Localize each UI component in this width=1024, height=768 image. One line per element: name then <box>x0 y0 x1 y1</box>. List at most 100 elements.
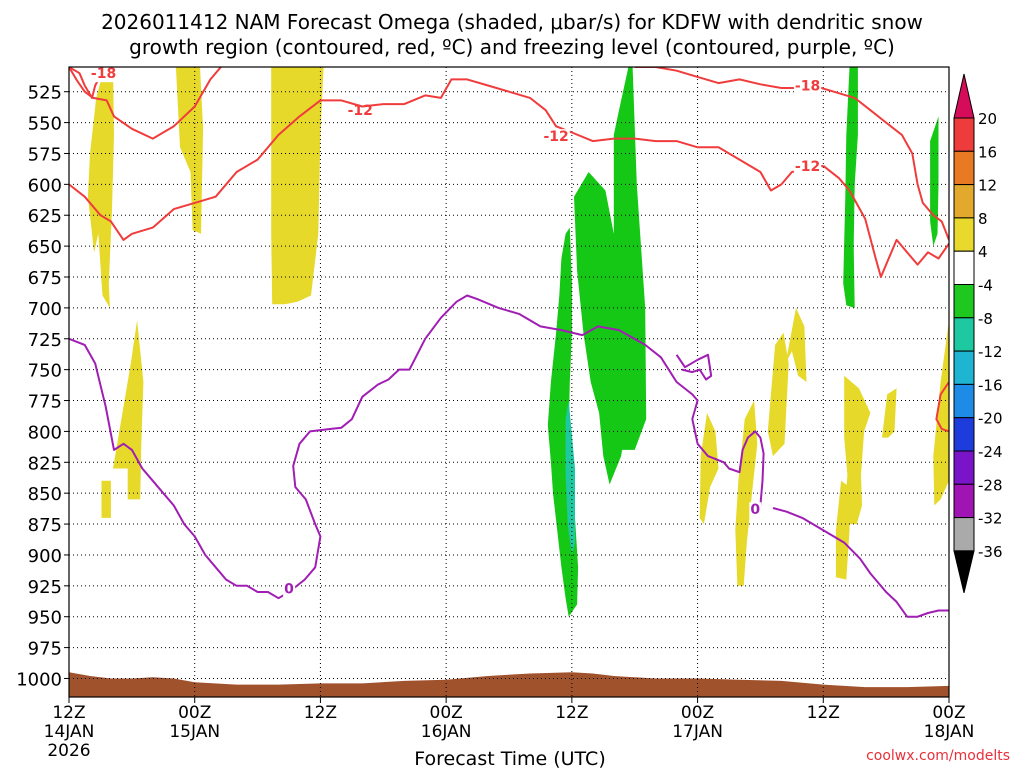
title-line-2: growth region (contoured, red, ºC) and f… <box>129 35 895 59</box>
x-tick-label: 12Z <box>304 703 337 723</box>
x-tick-label: 00Z <box>932 703 965 723</box>
contour-label-bg <box>749 502 762 519</box>
colorbar-segment <box>953 383 975 419</box>
ground-fill <box>69 672 949 697</box>
contour-label-bg <box>283 581 296 598</box>
contour-label: -12 <box>543 129 568 145</box>
omega-region-yellow <box>175 67 204 234</box>
colorbar-segment <box>953 517 975 552</box>
y-tick-label: 800 <box>28 422 62 443</box>
x-tick-label: 18JAN <box>924 722 975 742</box>
omega-region-yellow <box>785 307 807 382</box>
omega-region-yellow <box>699 412 719 525</box>
colorbar-label: 4 <box>978 243 988 261</box>
omega-region-yellow <box>835 480 850 580</box>
omega-region-yellow <box>844 375 871 525</box>
y-tick-label: 975 <box>28 639 62 660</box>
colorbar-label: -8 <box>978 310 993 328</box>
contour--18 <box>935 381 949 433</box>
x-tick-label: 15JAN <box>169 722 220 742</box>
x-tick-label: 2026 <box>47 741 90 761</box>
x-tick-label: 17JAN <box>672 722 723 742</box>
colorbar-top-arrow <box>953 73 975 119</box>
colorbar-label: -12 <box>978 343 1003 361</box>
y-tick-label: 700 <box>28 299 62 320</box>
contour-0 <box>675 353 713 381</box>
y-tick-label: 900 <box>28 546 62 567</box>
omega-region-teal <box>565 400 575 555</box>
colorbar-segment <box>953 117 975 152</box>
colorbar-segment <box>953 217 975 252</box>
colorbar-segment <box>953 150 975 186</box>
colorbar-segment <box>953 450 975 485</box>
omega-region-yellow <box>767 332 789 457</box>
x-tick-label: 16JAN <box>421 722 472 742</box>
y-tick-label: 925 <box>28 577 62 598</box>
colorbar-label: -24 <box>978 443 1003 461</box>
y-tick-label: 750 <box>28 361 62 382</box>
contour-label-bg <box>793 78 822 95</box>
y-tick-label: 825 <box>28 453 62 474</box>
plot-border <box>68 66 950 698</box>
title-line-1: 2026011412 NAM Forecast Omega (shaded, μ… <box>101 10 923 34</box>
omega-region-yellow <box>271 67 324 305</box>
y-tick-label: 950 <box>28 608 62 629</box>
contour--12 <box>822 165 949 278</box>
y-tick-label: 600 <box>28 175 62 196</box>
x-axis-label: Forecast Time (UTC) <box>414 748 605 768</box>
y-tick-label: 850 <box>28 484 62 505</box>
colorbar-segment <box>953 250 975 285</box>
temperature-contours: -18 -12 -12 -12 -18 0 0 <box>69 66 949 618</box>
contour-label-bg <box>793 158 822 175</box>
y-tick-label: 1000 <box>16 669 62 690</box>
colorbar-label: 16 <box>978 143 997 161</box>
colorbar-label: 12 <box>978 177 997 195</box>
ground-terrain <box>69 672 949 697</box>
contour-label: 0 <box>284 581 294 597</box>
omega-region-yellow <box>87 67 114 308</box>
omega-shading <box>87 67 949 617</box>
contour-label-bg <box>89 67 118 83</box>
colorbar-bottom-arrow <box>953 550 975 594</box>
y-tick-label: 675 <box>28 268 62 289</box>
colorbar-label: -20 <box>978 410 1003 428</box>
y-tick-label: 550 <box>28 114 62 135</box>
omega-region-yellow <box>933 320 949 506</box>
x-tick-label: 12Z <box>555 703 588 723</box>
omega-region-green <box>574 67 647 485</box>
colorbar-label: -32 <box>978 510 1003 528</box>
contour--18 <box>634 67 949 241</box>
colorbar-label: -4 <box>978 277 993 295</box>
omega-region-green <box>843 67 858 308</box>
x-tick-label: 14JAN <box>44 722 95 742</box>
x-tick-label: 12Z <box>807 703 840 723</box>
contour--12 <box>69 78 824 241</box>
contour-label-bg <box>542 129 570 146</box>
contour--12 <box>69 67 223 140</box>
omega-colorbar: 20 16 12 8 4 -4 -8 -12 -16 -20 -24 -28 -32 -36 <box>953 73 1003 594</box>
colorbar-label: 20 <box>978 110 997 128</box>
contour-label: -12 <box>348 103 373 119</box>
contour-0 <box>772 507 949 618</box>
colorbar-label: -36 <box>978 543 1003 561</box>
y-tick-label: 775 <box>28 392 62 413</box>
contour-label: -12 <box>795 159 820 175</box>
colorbar-segment <box>953 317 975 352</box>
y-axis: 525 550 575 600 625 650 675 700 725 750 775 800 825 8… <box>16 83 69 690</box>
colorbar-label: -28 <box>978 476 1003 494</box>
plot-frame <box>68 66 950 698</box>
colorbar-segment <box>953 417 975 452</box>
contour-label: -18 <box>795 79 820 95</box>
y-tick-label: 625 <box>28 206 62 227</box>
omega-region-yellow <box>882 388 897 438</box>
x-tick-label: 00Z <box>430 703 463 723</box>
y-tick-label: 525 <box>28 83 62 104</box>
contour-label: -18 <box>91 66 116 82</box>
colorbar-segment <box>953 483 975 519</box>
chart-title: 2026011412 NAM Forecast Omega (shaded, μ… <box>101 10 923 59</box>
y-tick-label: 725 <box>28 330 62 351</box>
omega-region-yellow <box>113 320 144 500</box>
x-tick-label: 12Z <box>52 703 85 723</box>
credit-text: coolwx.com/modelts <box>866 748 1010 764</box>
